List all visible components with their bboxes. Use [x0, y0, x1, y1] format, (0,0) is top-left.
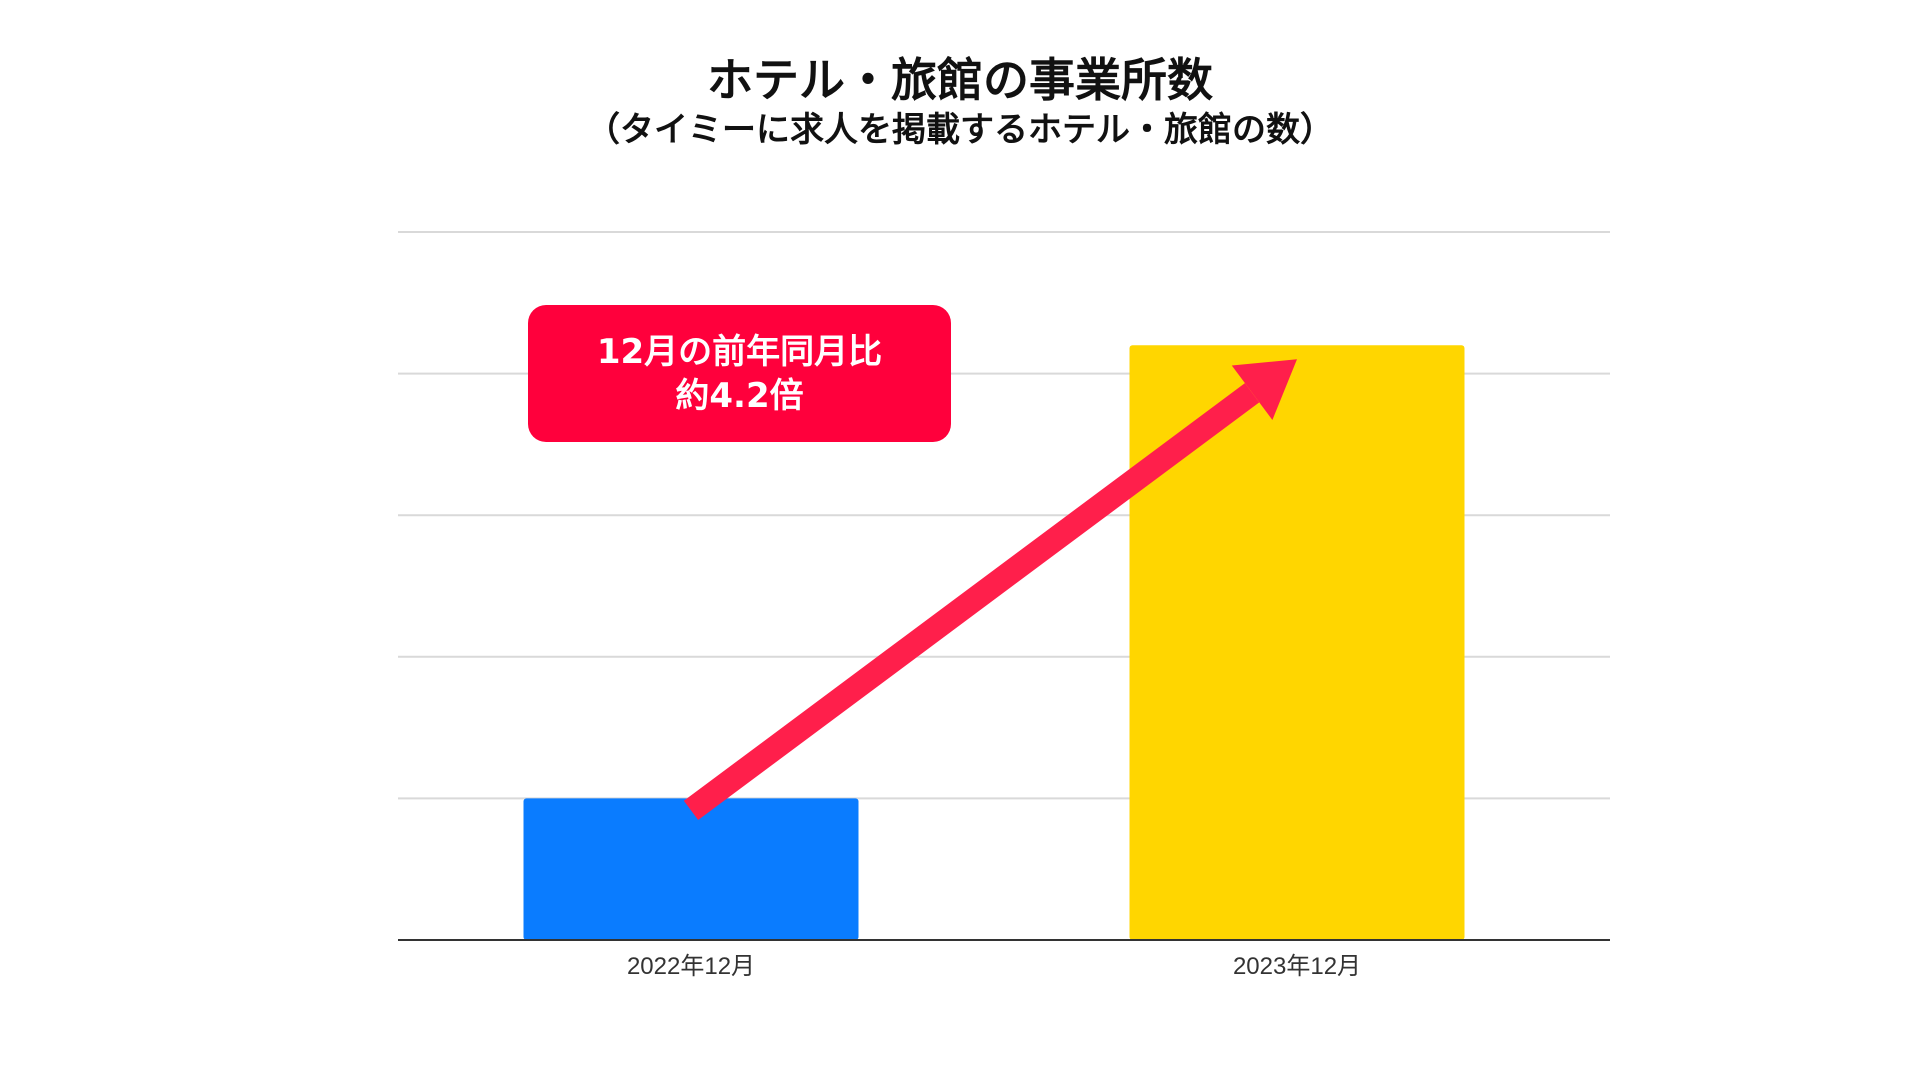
- bar-0: [523, 798, 859, 940]
- x-tick-label: 2023年12月: [1233, 953, 1361, 980]
- bar-1: [1129, 345, 1465, 940]
- x-tick-label: 2022年12月: [627, 953, 755, 980]
- growth-arrow-head: [1231, 359, 1297, 420]
- chart-title: ホテル・旅館の事業所数: [707, 53, 1213, 107]
- growth-callout: 12月の前年同月比 約4.2倍: [528, 305, 951, 442]
- chart-subtitle: （タイミーに求人を掲載するホテル・旅館の数）: [586, 110, 1334, 150]
- callout-line-1: 12月の前年同月比: [596, 331, 883, 372]
- callout-line-2: 約4.2倍: [675, 375, 804, 416]
- growth-arrow-shaft: [683, 383, 1260, 821]
